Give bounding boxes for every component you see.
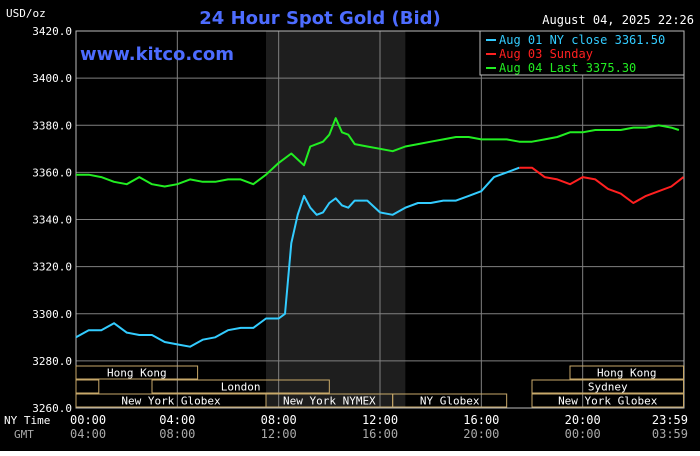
x-tick-label-gmt: 16:00 bbox=[362, 427, 398, 441]
x-tick-label-gmt: 12:00 bbox=[261, 427, 297, 441]
session-label: Hong Kong bbox=[597, 367, 657, 380]
y-tick-label: 3280.0 bbox=[32, 355, 72, 368]
y-tick-label: 3360.0 bbox=[32, 166, 72, 179]
session-box bbox=[392, 393, 508, 408]
x-tick-label-ny: 04:00 bbox=[159, 413, 195, 427]
session-box bbox=[75, 379, 100, 394]
x-tick-label-gmt: 20:00 bbox=[463, 427, 499, 441]
legend-entry: Aug 01 NY close 3361.50 bbox=[499, 33, 665, 47]
series-line-3 bbox=[76, 117, 680, 188]
session-label: New York NYMEX bbox=[283, 395, 376, 408]
x-tick-label-ny: 23:59 bbox=[652, 413, 688, 427]
session-box bbox=[531, 379, 684, 394]
session-label: London bbox=[221, 381, 261, 394]
date-label: August 04, 2025 22:26 bbox=[542, 13, 694, 27]
ny-time-label: NY Time bbox=[4, 414, 50, 427]
session-box bbox=[531, 393, 684, 408]
x-tick-label-gmt: 03:59 bbox=[652, 427, 688, 441]
y-tick-label: 3420.0 bbox=[32, 25, 72, 38]
x-tick-label-gmt: 00:00 bbox=[565, 427, 601, 441]
legend-box bbox=[479, 30, 685, 76]
chart-title: 24 Hour Spot Gold (Bid) bbox=[199, 8, 440, 29]
session-label: New York Globex bbox=[558, 395, 658, 408]
y-tick-label: 3320.0 bbox=[32, 261, 72, 274]
x-tick-label-ny: 08:00 bbox=[261, 413, 297, 427]
watermark: www.kitco.com bbox=[80, 44, 234, 65]
legend-entry: Aug 04 Last 3375.30 bbox=[499, 61, 636, 75]
y-tick-label: 3260.0 bbox=[32, 402, 72, 415]
session-label: Sydney bbox=[588, 381, 628, 394]
series-line-1 bbox=[75, 166, 520, 348]
axis-layer: 3420.0 3400.0 3380.0 3360.0 3340.0 3320.0 3300… bbox=[32, 25, 688, 441]
session-label: Hong Kong bbox=[107, 367, 167, 380]
legend-entry: Aug 03 Sunday bbox=[499, 47, 593, 61]
series-layer bbox=[75, 117, 685, 348]
x-tick-label-ny: 16:00 bbox=[463, 413, 499, 427]
session-label: NY Globex bbox=[420, 395, 480, 408]
x-tick-label-ny: 12:00 bbox=[362, 413, 398, 427]
series-line-2 bbox=[519, 166, 685, 204]
x-tick-label-ny: 20:00 bbox=[565, 413, 601, 427]
x-tick-label-ny: 00:00 bbox=[70, 413, 106, 427]
session-label: New York Globex bbox=[121, 395, 221, 408]
x-tick-label-gmt: 04:00 bbox=[70, 427, 106, 441]
session-box bbox=[151, 379, 330, 394]
session-box bbox=[569, 365, 684, 380]
gmt-label: GMT bbox=[14, 428, 34, 441]
y-axis-label: USD/oz bbox=[6, 7, 46, 20]
session-box bbox=[75, 365, 199, 380]
plot-border bbox=[75, 30, 685, 409]
y-tick-label: 3380.0 bbox=[32, 119, 72, 132]
y-tick-label: 3400.0 bbox=[32, 72, 72, 85]
grid-layer bbox=[75, 30, 685, 409]
y-tick-label: 3300.0 bbox=[32, 308, 72, 321]
y-tick-label: 3340.0 bbox=[32, 214, 72, 227]
x-tick-label-gmt: 08:00 bbox=[159, 427, 195, 441]
